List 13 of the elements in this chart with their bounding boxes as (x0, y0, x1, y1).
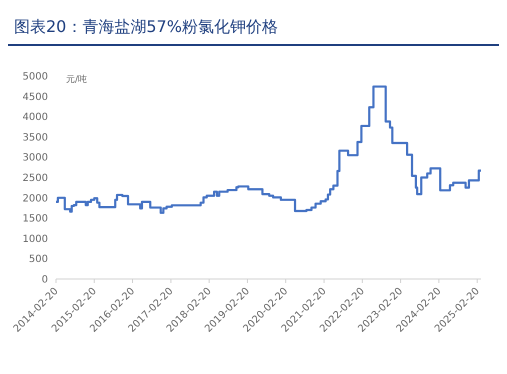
y-axis-title: 元/吨 (66, 74, 88, 85)
y-tick-label: 2500 (22, 173, 48, 184)
y-tick-label: 1000 (22, 234, 48, 245)
y-tick-label: 4000 (22, 112, 48, 124)
y-tick-label: 1500 (22, 214, 48, 225)
y-tick-label: 0 (42, 274, 48, 286)
y-tick-label: 5000 (22, 72, 48, 82)
y-tick-label: 500 (28, 254, 48, 266)
y-tick-label: 4500 (22, 92, 48, 103)
chart-title: 图表20：青海盐湖57%粉氯化钾价格 (14, 17, 278, 36)
y-tick-label: 3500 (22, 132, 48, 144)
y-tick-label: 3000 (22, 152, 48, 164)
y-tick-label: 2000 (22, 193, 48, 204)
